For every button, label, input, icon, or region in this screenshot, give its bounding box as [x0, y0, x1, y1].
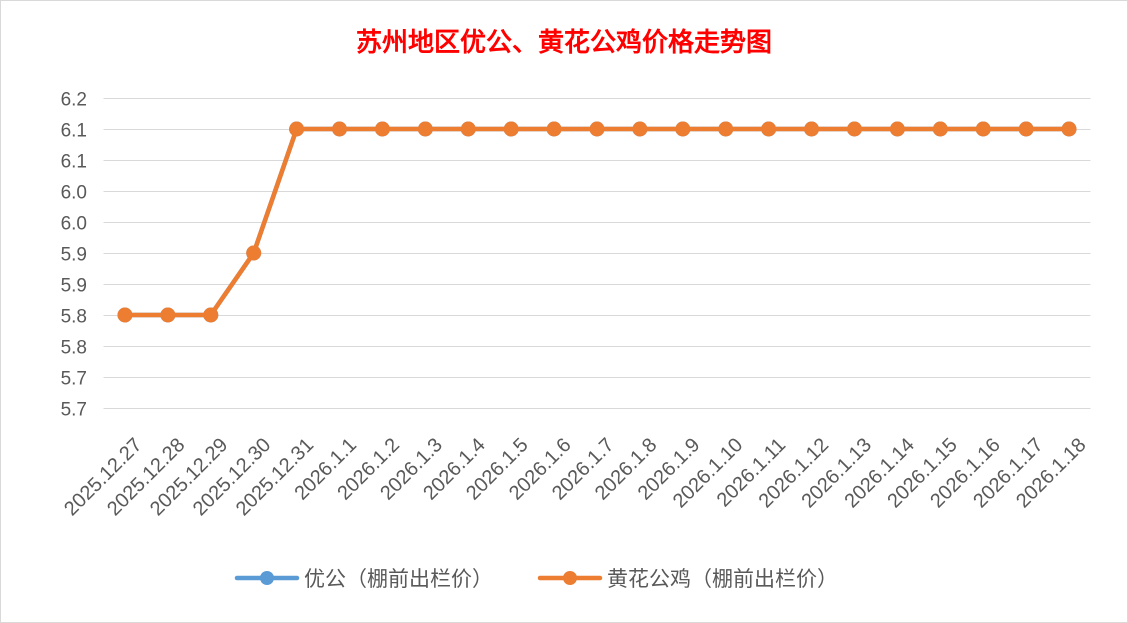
y-tick-label: 6.1	[61, 152, 87, 173]
y-tick-label: 6.1	[61, 121, 87, 142]
data-point	[589, 121, 605, 137]
data-point	[374, 121, 390, 137]
data-point	[417, 121, 433, 137]
legend: 优公（棚前出栏价） 黄花公鸡（棚前出栏价）	[234, 567, 838, 591]
y-tick-label: 6.2	[61, 90, 87, 111]
data-point	[460, 121, 476, 137]
y-tick-label: 5.8	[61, 307, 87, 328]
data-point	[718, 121, 734, 137]
legend-marker	[260, 571, 274, 585]
y-tick-label: 6.0	[61, 214, 87, 235]
y-tick-label: 5.8	[61, 338, 87, 359]
legend-label: 黄花公鸡（棚前出栏价）	[607, 567, 838, 591]
data-point	[203, 307, 219, 323]
data-point	[289, 121, 305, 137]
legend-label: 优公（棚前出栏价）	[304, 567, 493, 591]
data-point	[246, 245, 262, 261]
data-point	[546, 121, 562, 137]
y-tick-label: 5.7	[61, 369, 87, 390]
y-tick-label: 6.0	[61, 183, 87, 204]
data-point	[804, 121, 820, 137]
legend-marker	[563, 571, 577, 585]
legend-entry: 黄花公鸡（棚前出栏价）	[537, 567, 838, 591]
legend-entry: 优公（棚前出栏价）	[234, 567, 493, 591]
data-point	[632, 121, 648, 137]
data-point	[675, 121, 691, 137]
y-tick-label: 5.7	[61, 400, 87, 421]
y-axis-tick-labels: 5.7 5.7 5.8 5.8 5.9 5.9 6.0 6.0 6.1 6.1 6.2	[61, 90, 87, 421]
data-point	[1061, 121, 1077, 137]
data-point	[117, 307, 133, 323]
data-point	[975, 121, 991, 137]
data-point	[932, 121, 948, 137]
chart-title: 苏州地区优公、黄花公鸡价格走势图	[356, 27, 772, 58]
y-tick-label: 5.9	[61, 276, 87, 297]
series-1	[117, 121, 1077, 323]
data-point	[1018, 121, 1034, 137]
data-point	[332, 121, 348, 137]
data-point	[761, 121, 777, 137]
data-point	[846, 121, 862, 137]
y-tick-label: 5.9	[61, 245, 87, 266]
data-point	[160, 307, 176, 323]
data-point	[889, 121, 905, 137]
data-point	[503, 121, 519, 137]
series-group	[117, 121, 1077, 323]
